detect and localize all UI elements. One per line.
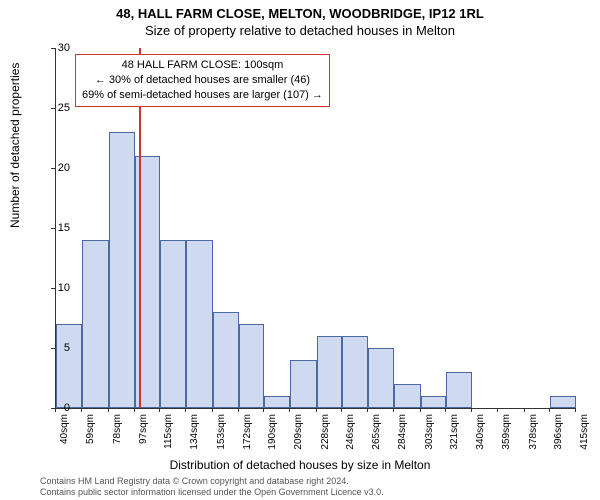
x-tick-mark (212, 408, 213, 412)
x-tick-label: 321sqm (449, 414, 460, 462)
x-tick-label: 59sqm (85, 414, 96, 462)
histogram-bar (446, 372, 472, 408)
x-tick-label: 340sqm (475, 414, 486, 462)
x-tick-label: 153sqm (216, 414, 227, 462)
x-tick-label: 209sqm (293, 414, 304, 462)
y-tick-mark (51, 48, 55, 49)
histogram-bar (342, 336, 368, 408)
attribution-footer: Contains HM Land Registry data © Crown c… (40, 476, 384, 499)
y-tick-label: 30 (40, 42, 70, 54)
x-tick-mark (289, 408, 290, 412)
x-tick-mark (316, 408, 317, 412)
x-tick-label: 246sqm (345, 414, 356, 462)
histogram-bar (186, 240, 212, 408)
x-tick-label: 284sqm (397, 414, 408, 462)
x-tick-mark (263, 408, 264, 412)
x-tick-mark (497, 408, 498, 412)
x-tick-mark (367, 408, 368, 412)
y-tick-mark (51, 168, 55, 169)
x-tick-mark (575, 408, 576, 412)
chart-subtitle: Size of property relative to detached ho… (0, 21, 600, 38)
chart-container: 48, HALL FARM CLOSE, MELTON, WOODBRIDGE,… (0, 0, 600, 500)
x-tick-label: 78sqm (112, 414, 123, 462)
x-tick-label: 415sqm (579, 414, 590, 462)
x-tick-label: 396sqm (553, 414, 564, 462)
y-axis-label: Number of detached properties (8, 63, 22, 228)
x-tick-mark (420, 408, 421, 412)
histogram-bar (550, 396, 576, 408)
y-tick-mark (51, 348, 55, 349)
property-info-box: 48 HALL FARM CLOSE: 100sqm ← 30% of deta… (75, 54, 330, 107)
x-tick-mark (55, 408, 56, 412)
x-tick-label: 97sqm (138, 414, 149, 462)
x-tick-mark (471, 408, 472, 412)
info-line-larger: 69% of semi-detached houses are larger (… (82, 88, 323, 103)
info-line-size: 48 HALL FARM CLOSE: 100sqm (82, 58, 323, 73)
y-tick-mark (51, 288, 55, 289)
histogram-bar (421, 396, 446, 408)
histogram-bar (290, 360, 316, 408)
footer-line-1: Contains HM Land Registry data © Crown c… (40, 476, 384, 487)
x-tick-mark (341, 408, 342, 412)
y-tick-label: 20 (40, 162, 70, 174)
x-tick-mark (81, 408, 82, 412)
y-tick-mark (51, 228, 55, 229)
chart-title-address: 48, HALL FARM CLOSE, MELTON, WOODBRIDGE,… (0, 0, 600, 21)
x-tick-mark (134, 408, 135, 412)
x-tick-mark (549, 408, 550, 412)
x-tick-label: 134sqm (189, 414, 200, 462)
x-tick-label: 265sqm (371, 414, 382, 462)
x-tick-label: 115sqm (163, 414, 174, 462)
x-tick-mark (108, 408, 109, 412)
x-tick-label: 359sqm (501, 414, 512, 462)
x-tick-label: 190sqm (267, 414, 278, 462)
x-tick-mark (159, 408, 160, 412)
x-tick-label: 228sqm (320, 414, 331, 462)
x-axis-label: Distribution of detached houses by size … (0, 458, 600, 472)
x-tick-mark (393, 408, 394, 412)
x-tick-label: 378sqm (528, 414, 539, 462)
x-tick-mark (238, 408, 239, 412)
histogram-bar (82, 240, 108, 408)
y-tick-label: 10 (40, 282, 70, 294)
histogram-bar (56, 324, 82, 408)
histogram-bar (109, 132, 135, 408)
y-tick-label: 15 (40, 222, 70, 234)
y-tick-label: 5 (40, 342, 70, 354)
x-tick-mark (185, 408, 186, 412)
y-tick-label: 25 (40, 102, 70, 114)
info-line-smaller: ← 30% of detached houses are smaller (46… (82, 73, 323, 88)
footer-line-2: Contains public sector information licen… (40, 487, 384, 498)
histogram-bar (394, 384, 420, 408)
x-tick-mark (524, 408, 525, 412)
x-tick-label: 303sqm (424, 414, 435, 462)
histogram-bar (317, 336, 342, 408)
histogram-bar (368, 348, 394, 408)
histogram-bar (239, 324, 264, 408)
x-tick-label: 172sqm (242, 414, 253, 462)
x-tick-label: 40sqm (59, 414, 70, 462)
y-tick-mark (51, 108, 55, 109)
x-tick-mark (445, 408, 446, 412)
histogram-bar (160, 240, 186, 408)
histogram-bar (264, 396, 290, 408)
histogram-bar (213, 312, 239, 408)
